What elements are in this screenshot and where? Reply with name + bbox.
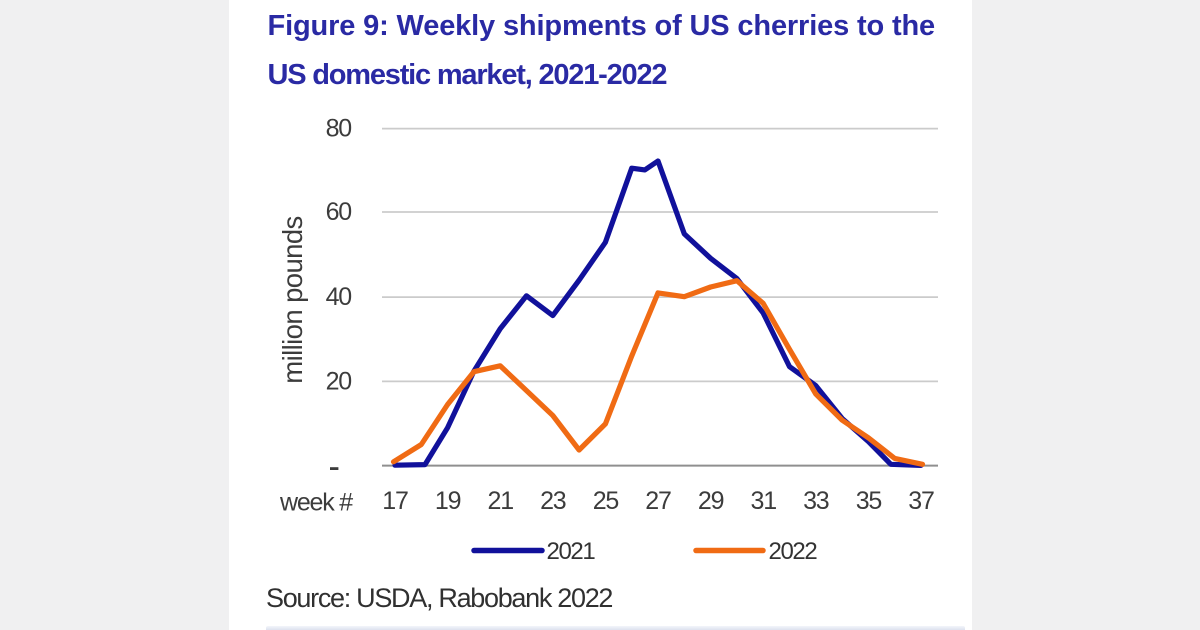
svg-text:19: 19: [435, 487, 461, 515]
svg-text:million pounds: million pounds: [277, 216, 308, 383]
svg-text:80: 80: [326, 115, 352, 143]
svg-text:31: 31: [750, 487, 776, 515]
svg-text:25: 25: [593, 487, 619, 515]
svg-text:23: 23: [540, 487, 566, 515]
svg-text:2022: 2022: [769, 538, 818, 565]
svg-text:2021: 2021: [547, 538, 596, 565]
svg-text:60: 60: [326, 198, 352, 226]
svg-text:29: 29: [698, 487, 724, 515]
svg-text:33: 33: [803, 487, 829, 515]
svg-text:40: 40: [326, 283, 352, 311]
svg-text:27: 27: [645, 487, 671, 515]
svg-text:37: 37: [908, 487, 934, 515]
svg-text:17: 17: [382, 487, 408, 515]
svg-text:20: 20: [326, 367, 352, 395]
svg-text:35: 35: [856, 487, 882, 515]
svg-text:week #: week #: [279, 489, 353, 517]
svg-text:21: 21: [487, 487, 513, 515]
